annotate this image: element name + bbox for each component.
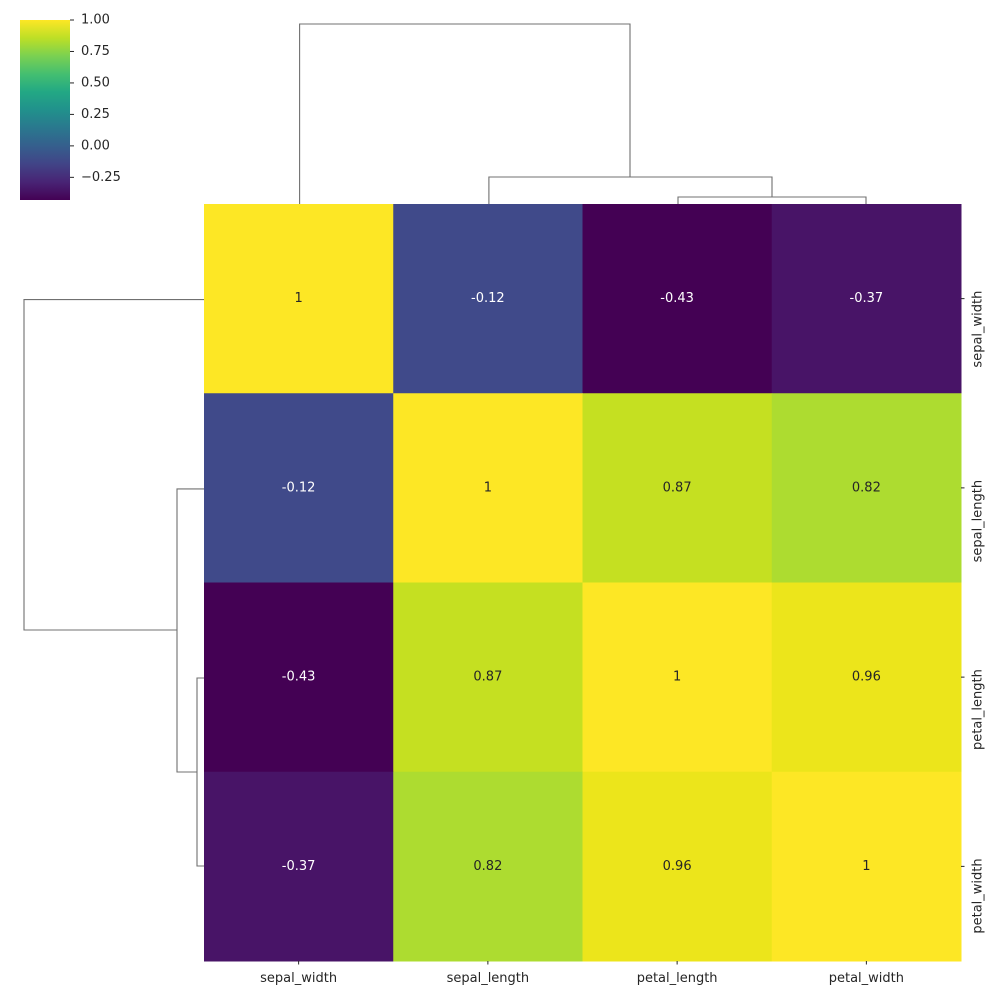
cell-fill — [582, 771, 773, 962]
heatmap-cell: -0.12 — [393, 204, 583, 394]
heatmap-cell: -0.12 — [204, 393, 394, 583]
y-axis: sepal_width sepal_length petal_lengthpetal… — [961, 291, 986, 934]
cell-value: -0.37 — [850, 291, 884, 306]
heatmap-cell: 0.82 — [393, 771, 583, 962]
row-dendrogram — [23, 299, 204, 867]
column-dendrogram — [299, 23, 867, 204]
cell-value: 1 — [862, 859, 870, 874]
cell-value: 0.82 — [473, 859, 502, 874]
colorbar-ticks: 1.00 0.75 0.50 0.25 0.00 −0.25 — [70, 13, 121, 185]
cell-value: -0.43 — [282, 670, 316, 685]
cell-value: 1 — [484, 480, 492, 495]
cell-fill — [771, 771, 962, 962]
cell-value: -0.12 — [282, 480, 316, 495]
colorbar-tick-label: 0.00 — [81, 138, 110, 153]
y-tick-label: sepal_width — [971, 291, 986, 368]
y-tick-label: petal_length — [971, 669, 986, 750]
cell-value: -0.12 — [471, 291, 505, 306]
cell-fill — [771, 204, 962, 394]
cell-fill — [771, 393, 962, 583]
y-tick-label: petal_width — [971, 858, 986, 933]
col-dendro-link-2 — [488, 176, 773, 204]
x-tick-label: petal_width — [829, 971, 904, 986]
cell-value: -0.43 — [660, 291, 694, 306]
cell-fill — [582, 393, 773, 583]
heatmap-cell: 1 — [582, 582, 773, 773]
x-tick-label: sepal_width — [260, 971, 337, 986]
colorbar-tick-label: 0.25 — [81, 107, 110, 122]
colorbar-tick-label: 0.75 — [81, 44, 110, 59]
cell-fill — [393, 393, 583, 583]
cell-value: -0.37 — [282, 859, 316, 874]
cell-fill — [204, 204, 394, 394]
cell-fill — [393, 204, 583, 394]
heatmap-cell: -0.37 — [771, 204, 962, 394]
row-dendro-link-root — [23, 299, 204, 631]
cell-fill — [771, 582, 962, 773]
colorbar-gradient — [20, 20, 70, 200]
cell-fill — [204, 771, 394, 962]
row-dendro-link-2 — [176, 488, 204, 773]
cell-fill — [204, 582, 394, 773]
cell-value: 0.96 — [663, 859, 692, 874]
colorbar-tick-label: −0.25 — [81, 170, 121, 185]
cell-value: 1 — [294, 291, 302, 306]
cell-value: 0.82 — [852, 480, 881, 495]
cell-value: 1 — [673, 670, 681, 685]
cell-fill — [393, 771, 583, 962]
heatmap-cell: -0.43 — [204, 582, 394, 773]
heatmap-cell: 1 — [771, 771, 962, 962]
heatmap-cell: 0.96 — [771, 582, 962, 773]
cell-value: 0.87 — [663, 480, 692, 495]
heatmap-cell: 0.87 — [582, 393, 773, 583]
col-dendro-link-3 — [677, 196, 867, 204]
heatmap-cell: -0.43 — [582, 204, 773, 394]
heatmap-cell: 1 — [393, 393, 583, 583]
heatmap-cell: 0.82 — [771, 393, 962, 583]
cell-fill — [204, 393, 394, 583]
colorbar: 1.00 0.75 0.50 0.25 0.00 −0.25 — [20, 13, 121, 200]
heatmap-cell: 0.96 — [582, 771, 773, 962]
heatmap: 1 -0.12 -0.43 -0.37 -0.12 1 0.87 0.82 -0.43 0.87 1… — [204, 204, 962, 962]
y-tick-label: sepal_length — [971, 480, 986, 563]
heatmap-cell: 0.87 — [393, 582, 583, 773]
cell-value: 0.96 — [852, 670, 881, 685]
col-dendro-link-root — [299, 23, 631, 204]
cell-fill — [582, 204, 773, 394]
cell-fill — [393, 582, 583, 773]
cell-value: 0.87 — [473, 670, 502, 685]
x-tick-label: sepal_length — [447, 971, 530, 986]
colorbar-tick-label: 1.00 — [81, 13, 110, 28]
x-axis: sepal_width sepal_length petal_length petal… — [260, 961, 904, 986]
colorbar-tick-label: 0.50 — [81, 75, 110, 90]
row-dendro-link-3 — [196, 677, 204, 867]
heatmap-cell: -0.37 — [204, 771, 394, 962]
cell-fill — [582, 582, 773, 773]
heatmap-cell: 1 — [204, 204, 394, 394]
x-tick-label: petal_length — [637, 971, 718, 986]
